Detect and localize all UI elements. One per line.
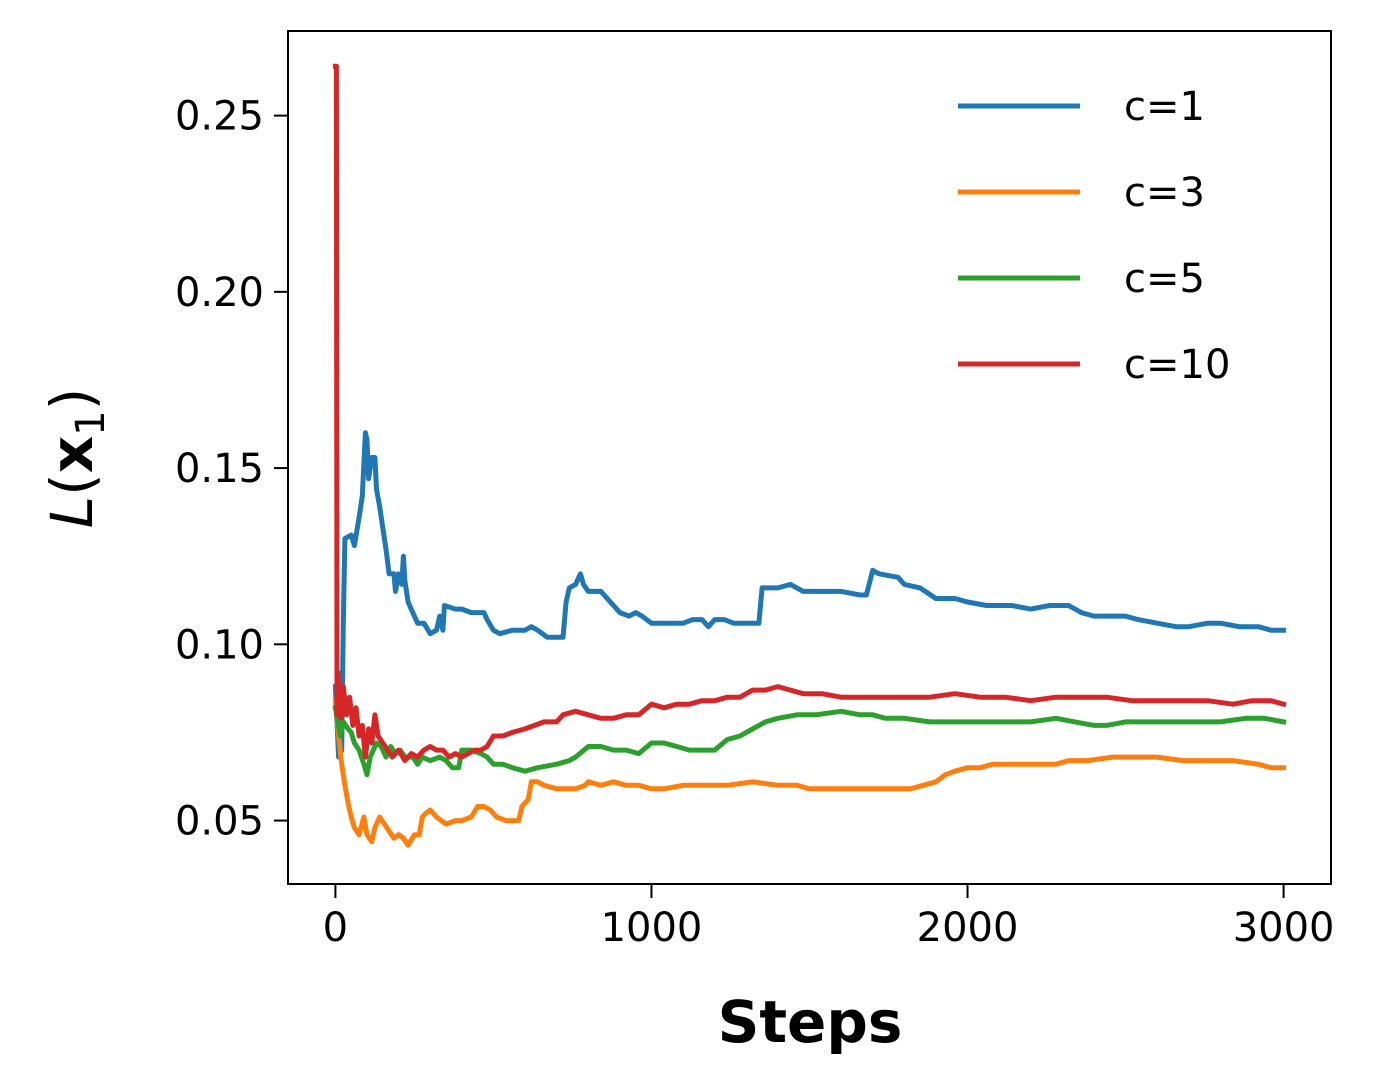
x-tick-label: 0	[323, 905, 348, 951]
y-axis-title-main: L	[38, 496, 106, 528]
y-tick-label: 0.25	[175, 94, 264, 140]
y-axis-title-close-paren: )	[38, 388, 106, 411]
y-axis-title-vector: x	[38, 436, 106, 473]
x-tick-label: 3000	[1233, 905, 1335, 951]
legend: c=1 c=3 c=5 c=10	[958, 84, 1230, 388]
series-layer	[332, 63, 1287, 848]
y-tick-label: 0.20	[175, 270, 264, 316]
plot-frame	[287, 30, 1332, 885]
y-axis-title-open-paren: (	[38, 473, 106, 496]
series-line-3	[332, 63, 1287, 764]
legend-label-3: c=10	[1124, 342, 1230, 388]
x-tick-label: 1000	[601, 905, 703, 951]
legend-label-0: c=1	[1124, 84, 1205, 130]
series-line-2	[332, 704, 1287, 778]
series-line-1	[332, 697, 1287, 848]
x-tick-label: 2000	[917, 905, 1019, 951]
series-line-0	[332, 430, 1287, 760]
legend-label-1: c=3	[1124, 170, 1205, 216]
y-tick-label: 0.10	[175, 622, 264, 668]
y-tick-label: 0.05	[175, 799, 264, 845]
y-axis-title: L(x1)	[38, 388, 114, 528]
y-axis-title-subscript: 1	[68, 410, 114, 435]
legend-label-2: c=5	[1124, 256, 1205, 302]
x-axis-title: Steps	[718, 988, 903, 1056]
x-axis: 0 1000 2000 3000	[323, 884, 1335, 951]
y-axis: 0.05 0.10 0.15 0.20 0.25	[175, 94, 288, 845]
y-tick-label: 0.15	[175, 446, 264, 492]
